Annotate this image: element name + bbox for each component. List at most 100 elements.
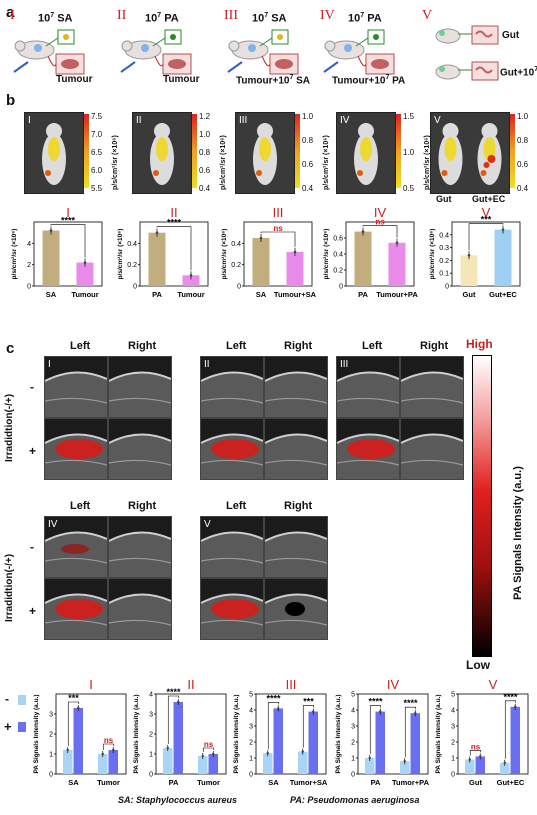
panel-a-dose: 107 PA [145,12,179,25]
y-tick-label: 0 [445,284,449,291]
mouse-illustration [323,29,395,75]
us-roman: IV [48,519,58,530]
bar [410,713,420,774]
ultrasound-image: I [44,356,108,418]
y-tick-label: 0.2 [439,258,449,265]
us-left-label: Left [70,340,91,352]
ivis-scale-tick: 7.0 [91,130,103,139]
x-tick-label: SA [256,290,267,299]
ivis-label-gut: Gut [436,194,452,204]
ultrasound-image: V [200,516,264,578]
y-tick-label: 1 [249,756,253,763]
significance-label: **** [403,698,418,708]
ivis-scale-tick: 7.5 [91,112,103,121]
bar [148,232,166,286]
y-tick-label: 0 [149,772,153,779]
ivis-scalebar [396,114,401,188]
ultrasound-frame [401,433,463,479]
caption-sa: SA: Staphylococcus aureus [118,795,238,805]
ultrasound-frame [265,371,327,417]
bar-chart-8: III 0 1 2 3 4 5 PA Signals Intensity (a.u.) SA **… [233,678,328,787]
significance-label: *** [68,693,79,703]
ultrasound-image [108,418,172,480]
x-tick-label: Tumor [197,778,220,787]
significance-label: *** [481,215,492,225]
us-right-label: Right [284,340,313,352]
us-right-label: Right [420,340,449,352]
chart-roman: II [170,206,177,220]
ivis-scalebar [84,114,89,188]
y-tick-label: 0 [133,284,137,291]
y-tick-label: 0.2 [333,268,343,275]
y-tick-label: 0 [249,772,253,779]
bar-chart-9: IV 0 1 2 3 4 5 PA Signals Intensity (a.u.) PA ***… [335,678,430,787]
significance-label: **** [266,693,281,703]
ultrasound-frame [337,433,399,479]
bar [465,759,475,774]
ultrasound-frame [201,531,263,577]
y-tick-label: 0 [49,772,53,779]
ultrasound-frame [45,593,107,639]
colorbar [472,355,492,657]
panel-a-label: Tumour+107 SA [236,74,311,87]
y-axis-label: p/s/cm²/sr (×10⁶) [117,229,124,280]
gut-illustration [435,61,499,81]
ivis-scalebar [192,114,197,188]
us-roman: II [204,359,210,370]
panel-a-roman: II [117,8,127,23]
y-tick-label: 2 [249,740,253,747]
bar [273,708,283,774]
x-tick-label: PA [358,290,368,299]
bar-chart-7: II 0 1 2 3 4 PA Signals Intensity (a.u.) PA ****… [133,678,227,787]
x-tick-label: Tumour+PA [376,290,418,299]
panel-c-letter: c [6,340,15,357]
ultrasound-image [400,356,464,418]
ivis-scale-tick: 0.8 [302,136,314,145]
bar [365,758,375,774]
bar [475,756,485,774]
panel-a-roman: I [10,8,15,23]
us-right-label: Right [128,500,157,512]
mouse-illustration [13,29,85,75]
ultrasound-image [44,418,108,480]
y-tick-label: 2 [351,740,355,747]
mouse-illustration [227,29,299,75]
ivis-scale-tick: 0.8 [199,148,211,157]
y-tick-label: 0.4 [231,241,241,248]
ivis-scale-tick: 0.4 [302,184,314,193]
ivis-image: III [235,112,295,194]
ivis-scale-tick: 1.0 [302,112,314,121]
bar [208,754,218,774]
ultrasound-frame [201,433,263,479]
ultrasound-image: III [336,356,400,418]
bar-chart-5: V 0 0.1 0.2 0.3 0.4p/s/cm²/sr (×10⁶) Gut Gut+EC… [429,206,521,299]
x-tick-label: Tumour [177,290,204,299]
ultrasound-frame [401,371,463,417]
y-tick-label: 3 [351,724,355,731]
y-tick-label: 1 [451,756,455,763]
ivis-scalebar [510,114,515,188]
legend-minus-swatch [18,695,26,705]
chart-roman: IV [387,678,400,692]
y-tick-label: 0.4 [439,232,449,239]
panel-a-dose: 107 SA [38,12,73,25]
bar [263,753,273,774]
chart-roman: I [66,206,70,220]
ivis-scale-tick: 1.0 [517,112,529,121]
ultrasound-frame [265,531,327,577]
row-plus: + [29,444,37,458]
y-tick-label: 1 [49,752,53,759]
caption-pa: PA: Pseudomonas aeruginosa [290,795,420,805]
ultrasound-image [108,516,172,578]
ivis-roman: IV [340,115,350,126]
x-tick-label: SA [68,778,79,787]
chart-roman: V [482,206,491,220]
panel-a-label: Tumour [163,74,200,85]
chart-roman: V [489,678,498,692]
y-tick-label: 2 [451,740,455,747]
y-axis-label: p/s/cm²/sr (×10⁶) [221,229,228,280]
y-axis-label: p/s/cm²/sr (×10⁶) [429,229,436,280]
x-tick-label: PA [371,778,381,787]
row-irradiation-label: Irradidtion(-/+) [4,553,15,622]
ultrasound-frame [45,433,107,479]
